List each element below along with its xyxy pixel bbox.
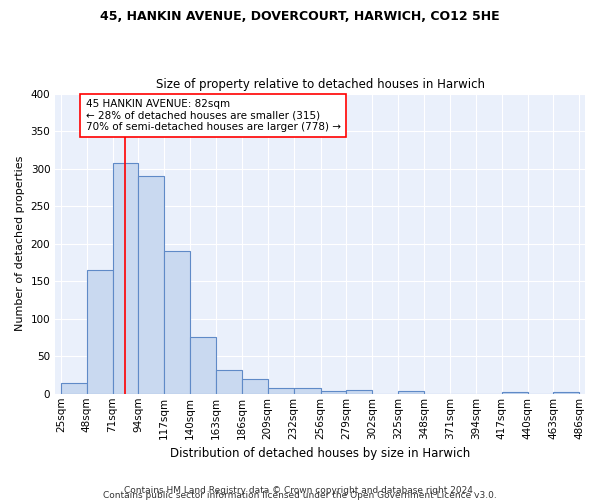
- Bar: [113, 164, 139, 394]
- Bar: [320, 391, 346, 394]
- Bar: [502, 392, 527, 394]
- Bar: [139, 176, 164, 394]
- Text: Contains public sector information licensed under the Open Government Licence v3: Contains public sector information licen…: [103, 491, 497, 500]
- Text: 45 HANKIN AVENUE: 82sqm
← 28% of detached houses are smaller (315)
70% of semi-d: 45 HANKIN AVENUE: 82sqm ← 28% of detache…: [86, 99, 341, 132]
- X-axis label: Distribution of detached houses by size in Harwich: Distribution of detached houses by size …: [170, 447, 470, 460]
- Title: Size of property relative to detached houses in Harwich: Size of property relative to detached ho…: [155, 78, 485, 91]
- Bar: [61, 382, 86, 394]
- Bar: [86, 270, 113, 394]
- Text: Contains HM Land Registry data © Crown copyright and database right 2024.: Contains HM Land Registry data © Crown c…: [124, 486, 476, 495]
- Bar: [268, 388, 293, 394]
- Bar: [293, 388, 320, 394]
- Text: 45, HANKIN AVENUE, DOVERCOURT, HARWICH, CO12 5HE: 45, HANKIN AVENUE, DOVERCOURT, HARWICH, …: [100, 10, 500, 23]
- Bar: [346, 390, 373, 394]
- Bar: [242, 379, 268, 394]
- Bar: [398, 391, 424, 394]
- Y-axis label: Number of detached properties: Number of detached properties: [15, 156, 25, 332]
- Bar: [553, 392, 580, 394]
- Bar: [164, 251, 190, 394]
- Bar: [190, 338, 216, 394]
- Bar: [216, 370, 242, 394]
